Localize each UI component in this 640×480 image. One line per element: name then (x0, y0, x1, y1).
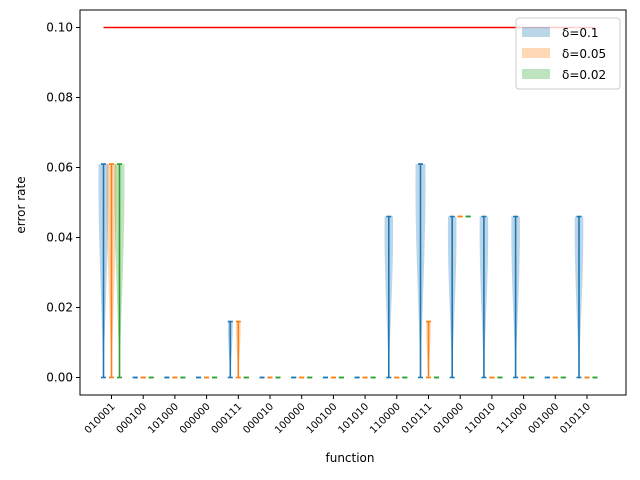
y-axis-label: error rate (14, 176, 28, 233)
x-axis-label: function (325, 451, 374, 465)
axes-frame (79, 9, 627, 396)
y-tick-label: 0.02 (46, 301, 73, 315)
legend-label: δ=0.1 (562, 26, 598, 40)
axes-layer (79, 9, 627, 396)
x-tick-label: 110010 (463, 401, 498, 436)
x-tick-label: 100000 (273, 401, 308, 436)
x-tick-label: 010001 (83, 401, 118, 436)
legend: δ=0.1 δ=0.05 δ=0.02 (515, 17, 621, 90)
legend-label: δ=0.02 (562, 68, 606, 82)
x-tick-layer: 0100010001001010000000000001110000101000… (83, 395, 593, 436)
y-tick-label: 0.08 (46, 91, 73, 105)
x-tick-label: 000111 (210, 401, 245, 436)
x-tick-label: 101010 (336, 401, 371, 436)
legend-swatch (522, 48, 550, 58)
violin-layer (98, 163, 598, 379)
y-tick-label: 0.06 (46, 161, 73, 175)
x-tick-label: 101000 (146, 401, 181, 436)
x-tick-label: 010000 (432, 401, 467, 436)
x-tick-label: 100100 (305, 401, 340, 436)
legend-swatch (522, 27, 550, 37)
y-tick-label: 0.10 (46, 21, 73, 35)
x-tick-label: 000000 (178, 401, 213, 436)
legend-label: δ=0.05 (562, 47, 606, 61)
y-tick-layer: 0.00 0.02 0.04 0.06 0.08 0.10 (46, 21, 80, 385)
x-tick-label: 010110 (558, 401, 593, 436)
legend-box (515, 17, 621, 90)
x-tick-label: 010111 (400, 401, 435, 436)
legend-swatch (522, 69, 550, 79)
x-tick-label: 110000 (368, 401, 403, 436)
x-tick-label: 000010 (241, 401, 276, 436)
y-tick-label: 0.00 (46, 371, 73, 385)
x-tick-label: 111000 (495, 401, 530, 436)
x-tick-label: 001000 (527, 401, 562, 436)
x-tick-label: 000100 (115, 401, 150, 436)
y-tick-label: 0.04 (46, 231, 73, 245)
